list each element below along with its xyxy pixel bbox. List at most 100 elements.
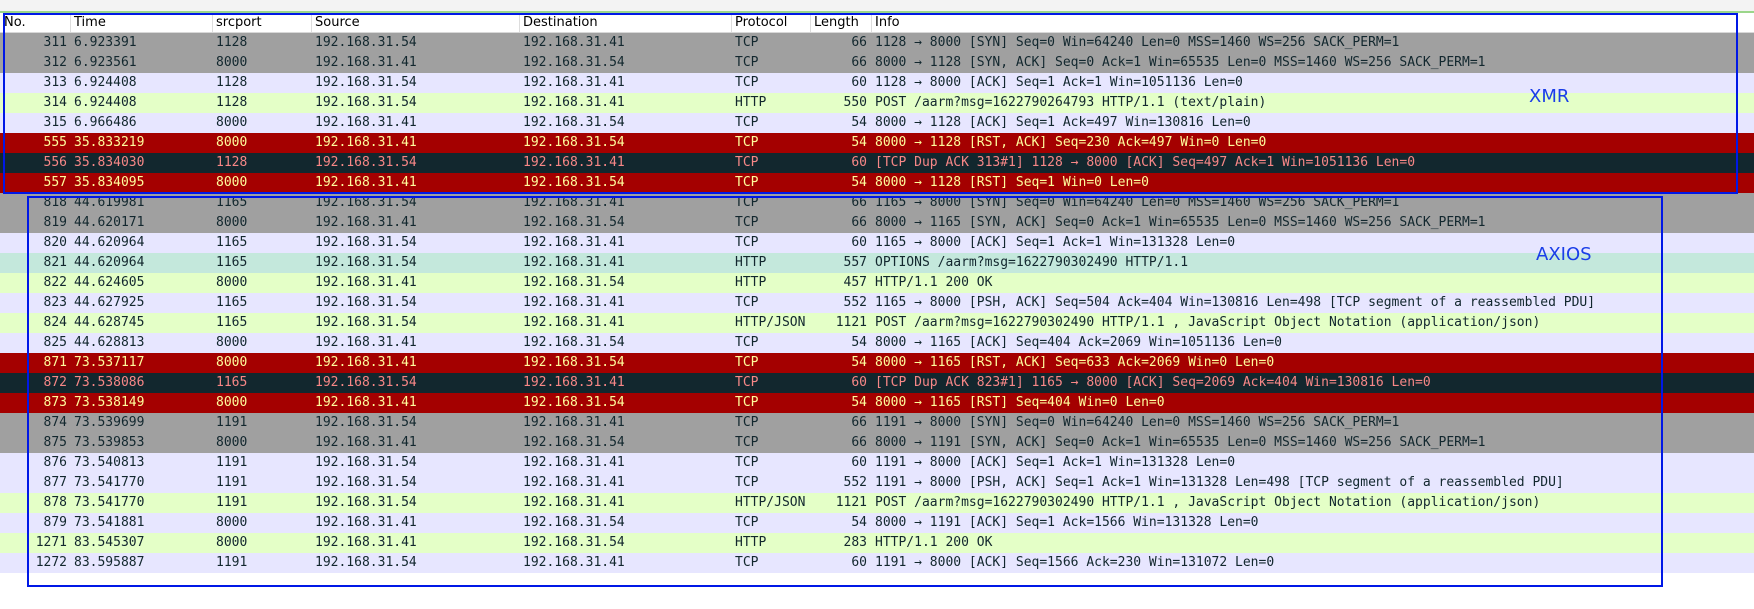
- packet-cell: 1191: [216, 555, 248, 570]
- packet-row[interactable]: 314 6.924408 1128 192.168.31.54 192.168.31.4…: [0, 93, 1754, 113]
- packet-cell: 823: [43, 295, 67, 310]
- packet-cell: 73.540813: [74, 455, 145, 470]
- packet-row[interactable]: 872 73.538086 1165 192.168.31.54 192.168.31.…: [0, 373, 1754, 393]
- packet-cell: 192.168.31.41: [523, 295, 625, 310]
- packet-cell: HTTP/JSON: [735, 315, 806, 330]
- packet-cell: 8000: [216, 435, 248, 450]
- packet-cell: 83.595887: [74, 555, 145, 570]
- packet-row[interactable]: 875 73.539853 8000 192.168.31.41 192.168.31.…: [0, 433, 1754, 453]
- column-title: Protocol: [735, 15, 788, 30]
- column-title: Destination: [523, 15, 598, 30]
- packet-cell: 314: [43, 95, 67, 110]
- packet-cell: 6.924408: [74, 75, 137, 90]
- packet-cell: TCP: [735, 195, 759, 210]
- packet-cell: HTTP: [735, 535, 767, 550]
- packet-cell: 8000 → 1128 [RST, ACK] Seq=230 Ack=497 W…: [875, 135, 1267, 150]
- packet-row[interactable]: 315 6.966486 8000 192.168.31.41 192.168.31.5…: [0, 113, 1754, 133]
- packet-cell: 1191: [216, 475, 248, 490]
- packet-cell: 871: [43, 355, 67, 370]
- packet-cell: 66: [851, 35, 867, 50]
- packet-row[interactable]: 1272 83.595887 1191 192.168.31.54 192.168.31…: [0, 553, 1754, 573]
- packet-cell: 8000: [216, 335, 248, 350]
- packet-row[interactable]: 825 44.628813 8000 192.168.31.41 192.168.31.…: [0, 333, 1754, 353]
- packet-cell: 35.833219: [74, 135, 145, 150]
- packet-cell: TCP: [735, 335, 759, 350]
- packet-row[interactable]: 556 35.834030 1128 192.168.31.54 192.168.31.…: [0, 153, 1754, 173]
- packet-cell: 1128: [216, 75, 248, 90]
- packet-cell: TCP: [735, 455, 759, 470]
- packet-cell: 73.541770: [74, 495, 145, 510]
- packet-cell: 875: [43, 435, 67, 450]
- packet-row[interactable]: 876 73.540813 1191 192.168.31.54 192.168.31.…: [0, 453, 1754, 473]
- packet-cell: 54: [851, 395, 867, 410]
- packet-row[interactable]: 878 73.541770 1191 192.168.31.54 192.168.31.…: [0, 493, 1754, 513]
- packet-cell: 1191 → 8000 [ACK] Seq=1 Ack=1 Win=131328…: [875, 455, 1236, 470]
- column-separator: [810, 13, 811, 32]
- packet-cell: 8000 → 1128 [ACK] Seq=1 Ack=497 Win=1308…: [875, 115, 1251, 130]
- packet-cell: 457: [843, 275, 867, 290]
- packet-cell: 192.168.31.54: [315, 415, 417, 430]
- packet-row[interactable]: 823 44.627925 1165 192.168.31.54 192.168.31.…: [0, 293, 1754, 313]
- packet-row[interactable]: 873 73.538149 8000 192.168.31.41 192.168.31.…: [0, 393, 1754, 413]
- packet-row[interactable]: 819 44.620171 8000 192.168.31.41 192.168.31.…: [0, 213, 1754, 233]
- packet-row[interactable]: 820 44.620964 1165 192.168.31.54 192.168.31.…: [0, 233, 1754, 253]
- packet-cell: TCP: [735, 355, 759, 370]
- packet-cell: 8000 → 1191 [ACK] Seq=1 Ack=1566 Win=131…: [875, 515, 1259, 530]
- packet-cell: 54: [851, 355, 867, 370]
- packet-cell: 192.168.31.54: [315, 195, 417, 210]
- packet-cell: 192.168.31.54: [523, 435, 625, 450]
- packet-cell: 1165: [216, 295, 248, 310]
- packet-cell: 192.168.31.54: [315, 75, 417, 90]
- packet-cell: 8000: [216, 115, 248, 130]
- packet-row[interactable]: 557 35.834095 8000 192.168.31.41 192.168.31.…: [0, 173, 1754, 193]
- packet-cell: 192.168.31.54: [523, 355, 625, 370]
- packet-row[interactable]: 311 6.923391 1128 192.168.31.54 192.168.31.4…: [0, 33, 1754, 53]
- packet-cell: 44.628813: [74, 335, 145, 350]
- xmr-box: [3, 13, 1738, 194]
- packet-row[interactable]: 824 44.628745 1165 192.168.31.54 192.168.31.…: [0, 313, 1754, 333]
- packet-row[interactable]: 879 73.541881 8000 192.168.31.41 192.168.31.…: [0, 513, 1754, 533]
- packet-cell: 8000: [216, 535, 248, 550]
- packet-row[interactable]: 555 35.833219 8000 192.168.31.41 192.168.31.…: [0, 133, 1754, 153]
- packet-cell: 44.619981: [74, 195, 145, 210]
- packet-cell: 6.923391: [74, 35, 137, 50]
- packet-row[interactable]: 821 44.620964 1165 192.168.31.54 192.168.31.…: [0, 253, 1754, 273]
- packet-row[interactable]: 313 6.924408 1128 192.168.31.54 192.168.31.4…: [0, 73, 1754, 93]
- packet-cell: 54: [851, 135, 867, 150]
- packet-cell: 192.168.31.54: [315, 295, 417, 310]
- packet-row[interactable]: 874 73.539699 1191 192.168.31.54 192.168.31.…: [0, 413, 1754, 433]
- packet-cell: 872: [43, 375, 67, 390]
- packet-cell: 556: [43, 155, 67, 170]
- packet-cell: 192.168.31.54: [315, 155, 417, 170]
- packet-row[interactable]: 871 73.537117 8000 192.168.31.41 192.168.31.…: [0, 353, 1754, 373]
- packet-row[interactable]: 877 73.541770 1191 192.168.31.54 192.168.31.…: [0, 473, 1754, 493]
- packet-cell: 1191: [216, 455, 248, 470]
- packet-cell: 878: [43, 495, 67, 510]
- packet-cell: 311: [43, 35, 67, 50]
- packet-cell: 8000 → 1165 [RST] Seq=404 Win=0 Len=0: [875, 395, 1165, 410]
- packet-cell: 54: [851, 115, 867, 130]
- packet-cell: 192.168.31.54: [315, 235, 417, 250]
- xmr-label: XMR: [1529, 86, 1570, 107]
- packet-cell: 550: [843, 95, 867, 110]
- packet-cell: 54: [851, 175, 867, 190]
- packet-row[interactable]: 312 6.923561 8000 192.168.31.41 192.168.31.5…: [0, 53, 1754, 73]
- packet-cell: TCP: [735, 435, 759, 450]
- packet-cell: 66: [851, 435, 867, 450]
- packet-cell: 60: [851, 455, 867, 470]
- packet-cell: 8000 → 1128 [SYN, ACK] Seq=0 Ack=1 Win=6…: [875, 55, 1486, 70]
- packet-cell: 8000 → 1165 [SYN, ACK] Seq=0 Ack=1 Win=6…: [875, 215, 1486, 230]
- packet-row[interactable]: 1271 83.545307 8000 192.168.31.41 192.168.31…: [0, 533, 1754, 553]
- packet-cell: 66: [851, 215, 867, 230]
- packet-cell: 8000 → 1191 [SYN, ACK] Seq=0 Ack=1 Win=6…: [875, 435, 1486, 450]
- packet-cell: 192.168.31.54: [315, 315, 417, 330]
- packet-cell: TCP: [735, 175, 759, 190]
- packet-cell: 555: [43, 135, 67, 150]
- packet-cell: 192.168.31.54: [315, 35, 417, 50]
- packet-cell: TCP: [735, 115, 759, 130]
- packet-row[interactable]: 818 44.619981 1165 192.168.31.54 192.168.31.…: [0, 193, 1754, 213]
- packet-cell: 312: [43, 55, 67, 70]
- packet-cell: 1128: [216, 155, 248, 170]
- packet-cell: 1271: [35, 535, 67, 550]
- packet-row[interactable]: 822 44.624605 8000 192.168.31.41 192.168.31.…: [0, 273, 1754, 293]
